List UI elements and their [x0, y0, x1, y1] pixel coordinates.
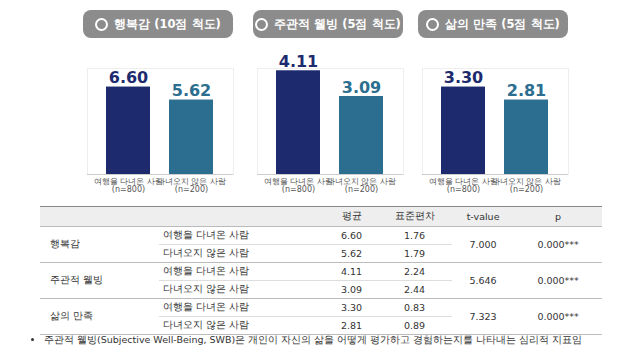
html-text:여행을 다녀온 사람: 여행을 다녀온 사람 — [162, 229, 249, 240]
html-text:1.76: 1.76 — [404, 230, 426, 241]
html-text:2.81: 2.81 — [340, 320, 363, 331]
html-text:여행을 다녀온 사람: 여행을 다녀온 사람 — [162, 301, 249, 312]
svg-text:3.30: 3.30 — [444, 68, 483, 87]
html-text:t-value: t-value — [466, 211, 500, 222]
svg-text:2.81: 2.81 — [507, 81, 546, 100]
html-text:1.79: 1.79 — [404, 248, 426, 259]
svg-text:다녀오지 않은 사람(n=200): 다녀오지 않은 사람(n=200) — [492, 177, 561, 194]
html-text:0.000***: 0.000*** — [537, 311, 579, 322]
html-text:표준편차: 표준편차 — [394, 210, 435, 221]
svg-text:여행을 다녀온 사람(n=800): 여행을 다녀온 사람(n=800) — [429, 177, 498, 194]
html-text:7.323: 7.323 — [469, 311, 497, 322]
html-text:다녀오지 않은 사람: 다녀오지 않은 사람 — [162, 247, 249, 258]
html-text:0.89: 0.89 — [404, 320, 426, 331]
html-text:0.000***: 0.000*** — [537, 275, 579, 286]
svg-text:3.09: 3.09 — [342, 78, 381, 97]
html-text:여행을 다녀온 사람: 여행을 다녀온 사람 — [162, 265, 249, 276]
html-text:0.000***: 0.000*** — [537, 239, 579, 250]
html-text:6.60: 6.60 — [340, 230, 363, 241]
html-text:주관적 웰빙(Subjective Well-Being,: 주관적 웰빙(Subjective Well-Being, SWB)은 개인이 … — [44, 334, 583, 345]
svg-text:다녀오지 않은 사람(n=200): 다녀오지 않은 사람(n=200) — [157, 177, 226, 194]
html-text:다녀오지 않은 사람: 다녀오지 않은 사람 — [162, 319, 249, 330]
html-text:2.44: 2.44 — [404, 284, 426, 295]
html-text:3.09: 3.09 — [340, 284, 363, 295]
html-text:p: p — [555, 211, 562, 222]
svg-text:여행을 다녀온 사람(n=800): 여행을 다녀온 사람(n=800) — [94, 177, 163, 194]
html-text:주관적 웰빙: 주관적 웰빙 — [50, 274, 103, 285]
svg-text:다녀오지 않은 사람(n=200): 다녀오지 않은 사람(n=200) — [327, 177, 396, 194]
html-text:평균: 평균 — [341, 210, 362, 221]
html-text:다녀오지 않은 사람: 다녀오지 않은 사람 — [162, 283, 249, 294]
html-text:0.83: 0.83 — [404, 302, 426, 313]
svg-text:6.60: 6.60 — [109, 68, 148, 87]
html-text:행복감 (10점 척도): 행복감 (10점 척도) — [114, 16, 221, 31]
svg-text:5.62: 5.62 — [172, 81, 211, 100]
html-text:7.000: 7.000 — [469, 239, 497, 250]
html-text:5.62: 5.62 — [340, 248, 363, 259]
html-text:삶의 만족 (5점 척도): 삶의 만족 (5점 척도) — [445, 16, 560, 31]
html-text:5.646: 5.646 — [469, 275, 497, 286]
svg-text:여행을 다녀온 사람(n=800): 여행을 다녀온 사람(n=800) — [264, 177, 333, 194]
html-text:3.30: 3.30 — [340, 302, 363, 313]
html-text:행복감: 행복감 — [50, 238, 80, 249]
svg-text:4.11: 4.11 — [279, 52, 318, 71]
html-text:2.24: 2.24 — [404, 266, 426, 277]
html-text:4.11: 4.11 — [340, 266, 363, 277]
html-text:주관적 웰빙 (5점 척도): 주관적 웰빙 (5점 척도) — [274, 16, 401, 31]
html-text:삶의 만족: 삶의 만족 — [50, 310, 93, 321]
